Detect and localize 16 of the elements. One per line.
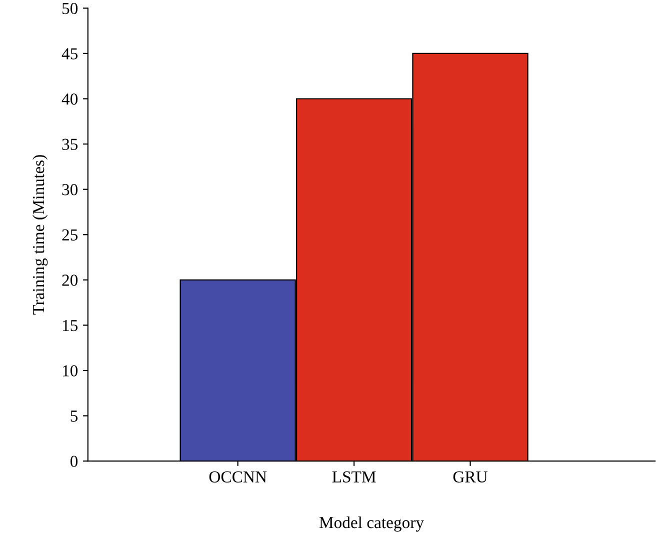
y-tick-label: 20 (62, 274, 78, 286)
y-tick-label: 45 (62, 48, 78, 60)
x-tick-label: OCCNN (209, 471, 267, 483)
x-tick-label: LSTM (332, 471, 376, 483)
y-tick-label: 30 (62, 184, 78, 196)
y-tick-label: 10 (62, 365, 78, 376)
y-axis-title: Training time (Minutes) (32, 155, 48, 315)
y-tick-label: 25 (62, 229, 78, 241)
x-tick-label: GRU (453, 471, 488, 483)
y-tick-label: 0 (70, 456, 78, 468)
y-tick-label: 50 (62, 2, 78, 14)
y-tick-label: 15 (62, 320, 78, 332)
y-tick-label: 5 (70, 410, 78, 422)
y-tick-label: 40 (62, 93, 78, 105)
x-axis-title: Model category (319, 516, 424, 532)
y-tick-label: 35 (62, 138, 78, 150)
